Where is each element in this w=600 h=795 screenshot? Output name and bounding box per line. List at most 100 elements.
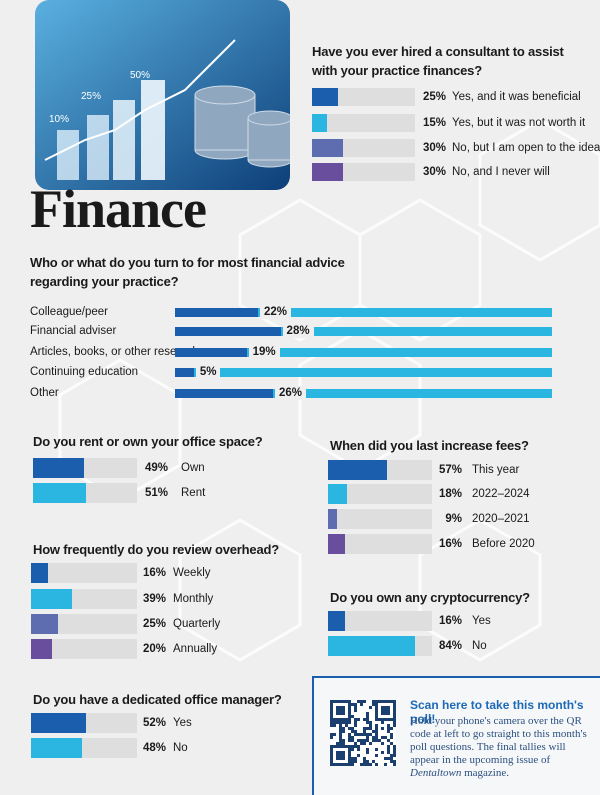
poll-box: Scan here to take this month's poll! Hol… [312, 676, 600, 795]
qr-module [348, 727, 351, 730]
bar [31, 614, 58, 634]
qr-module [348, 736, 351, 739]
qr-module [342, 730, 345, 733]
qr-module [387, 739, 390, 742]
qr-module [339, 727, 342, 730]
category-label: Quarterly [173, 618, 221, 630]
qr-module [366, 715, 369, 718]
qr-module [351, 703, 354, 706]
qr-module [345, 724, 348, 727]
value-label: 15% [422, 117, 446, 129]
chart-title: Who or what do you turn to for most fina… [30, 255, 345, 289]
bar [328, 534, 345, 554]
qr-module [381, 742, 384, 745]
qr-module [366, 712, 369, 715]
qr-module [390, 742, 393, 745]
qr-module [351, 730, 354, 733]
qr-module [384, 757, 387, 760]
value-label: 28% [282, 324, 314, 338]
qr-module [366, 748, 369, 751]
bar-remainder [175, 347, 552, 357]
qr-module [330, 721, 333, 724]
qr-module [378, 739, 381, 742]
category-label: No, and I never will [452, 166, 550, 178]
bar-track [328, 534, 432, 554]
qr-module [375, 727, 378, 730]
qr-module [375, 730, 378, 733]
qr-code[interactable] [330, 700, 396, 766]
qr-module [387, 724, 390, 727]
bar [175, 307, 258, 317]
qr-module [363, 739, 366, 742]
qr-module [351, 760, 354, 763]
image-label: 10% [49, 114, 69, 125]
qr-module [384, 736, 387, 739]
qr-module [360, 733, 363, 736]
qr-module [372, 760, 375, 763]
qr-module [330, 733, 333, 736]
qr-module [375, 754, 378, 757]
category-label: Yes [472, 615, 491, 627]
bar-track [328, 509, 432, 529]
value-label: 5% [195, 365, 221, 379]
value-label: 39% [142, 593, 166, 605]
bar [33, 483, 87, 503]
qr-module [393, 724, 396, 727]
qr-module [375, 748, 378, 751]
qr-module [387, 727, 390, 730]
qr-module [375, 739, 378, 742]
qr-module [351, 739, 354, 742]
bar [328, 484, 347, 504]
qr-module [387, 745, 390, 748]
category-label: No [173, 742, 188, 754]
page-title: Finance [30, 179, 207, 239]
bar-track [328, 484, 432, 504]
qr-module [342, 721, 345, 724]
qr-module [351, 736, 354, 739]
qr-module [354, 721, 357, 724]
qr-module [339, 724, 342, 727]
poll-body: Hold your phone's camera over the QR cod… [410, 715, 590, 780]
qr-module [336, 742, 339, 745]
poll-heading: Scan here to take this month's poll! [410, 698, 584, 726]
bar [31, 563, 48, 583]
qr-module [354, 706, 357, 709]
qr-module [390, 733, 393, 736]
qr-module [363, 757, 366, 760]
value-label: 16% [438, 538, 462, 550]
qr-module [390, 736, 393, 739]
qr-module [339, 730, 342, 733]
bar [33, 458, 84, 478]
qr-module [342, 739, 345, 742]
qr-module [366, 751, 369, 754]
qr-module [393, 721, 396, 724]
value-label: 16% [142, 567, 166, 579]
bar-track [328, 611, 432, 631]
bar [312, 139, 343, 157]
qr-module [381, 706, 390, 715]
qr-module [360, 703, 363, 706]
qr-module [354, 730, 357, 733]
value-label: 19% [248, 345, 280, 359]
qr-module [354, 718, 357, 721]
qr-module [354, 724, 357, 727]
qr-module [390, 760, 393, 763]
category-label: Before 2020 [472, 538, 535, 550]
qr-module [363, 718, 366, 721]
qr-module [339, 733, 342, 736]
category-label: Own [181, 462, 205, 474]
qr-module [390, 754, 393, 757]
qr-module [363, 742, 366, 745]
category-label: Monthly [173, 593, 214, 605]
qr-module [387, 751, 390, 754]
header-image: 10% 25% 50% [35, 0, 290, 190]
qr-module [393, 745, 396, 748]
qr-module [333, 721, 336, 724]
bar [175, 326, 281, 336]
category-label: No [472, 640, 487, 652]
qr-module [393, 748, 396, 751]
qr-module [354, 733, 357, 736]
value-label: 25% [142, 618, 166, 630]
qr-module [339, 739, 342, 742]
qr-module [372, 739, 375, 742]
